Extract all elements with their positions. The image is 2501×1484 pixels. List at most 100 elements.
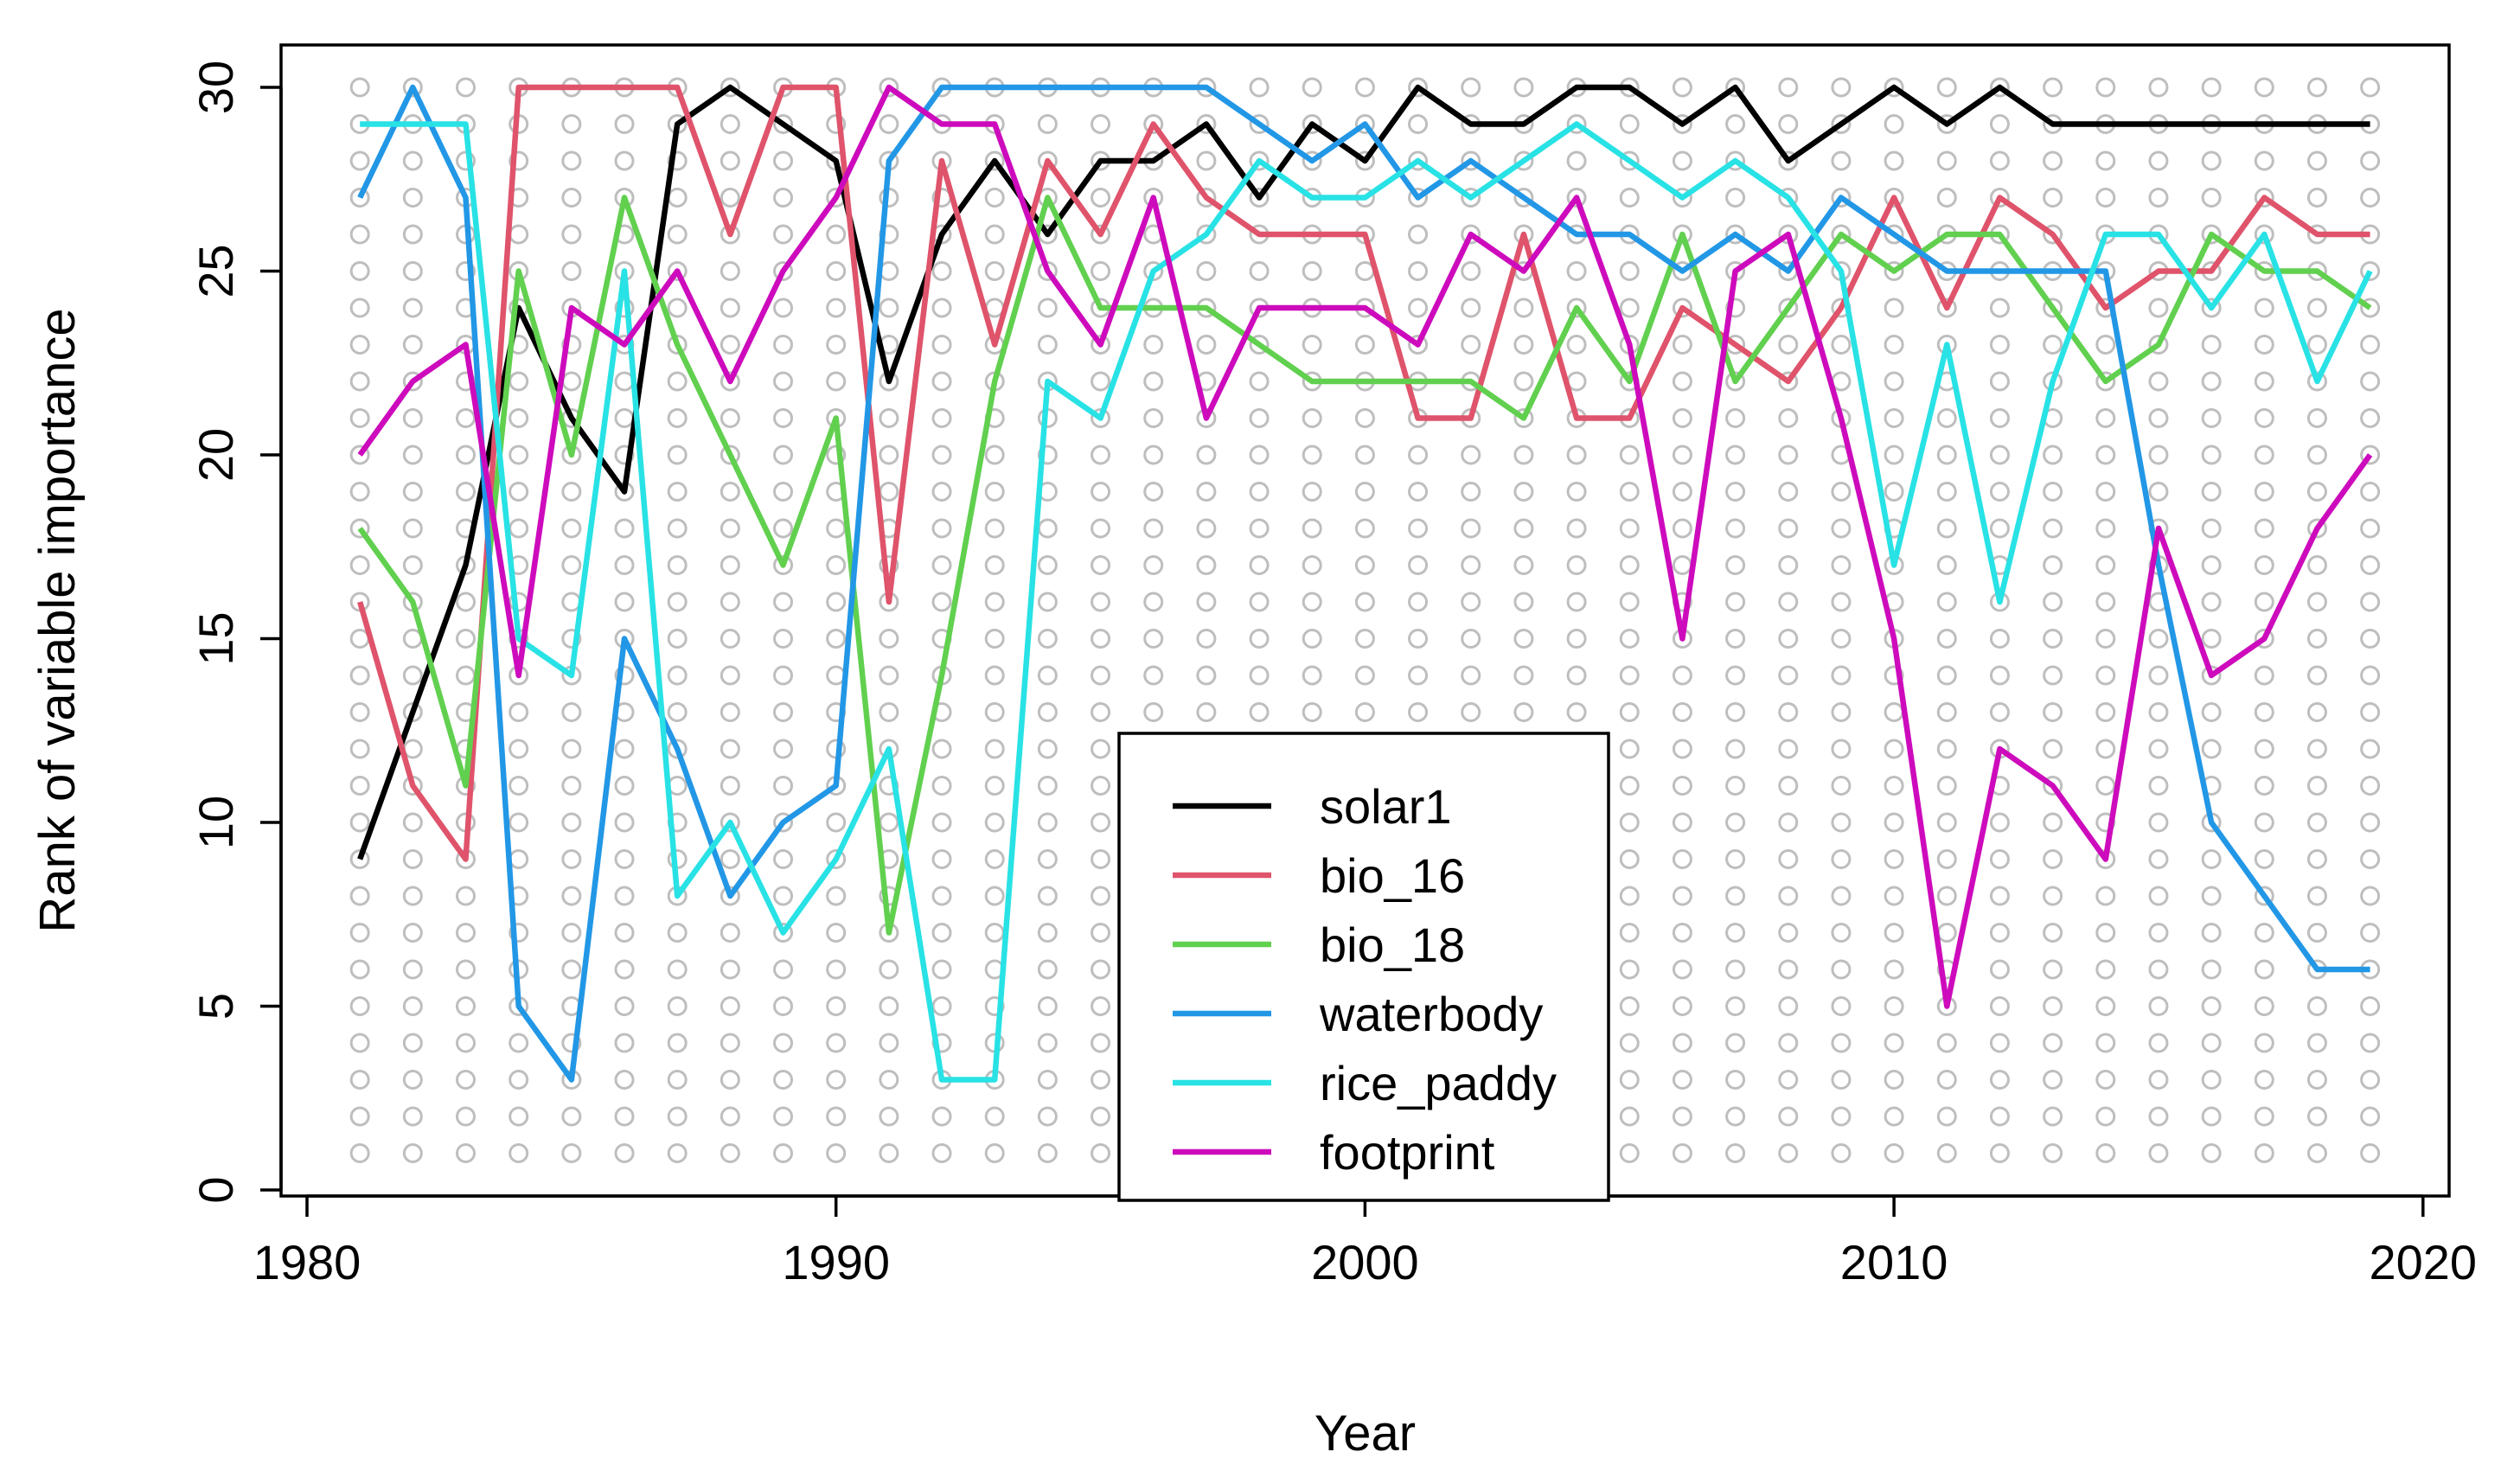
background-point <box>826 445 847 465</box>
background-point <box>2360 297 2381 318</box>
background-point <box>667 445 688 465</box>
background-point <box>1831 1070 1852 1090</box>
x-axis-title: Year <box>1314 1405 1416 1462</box>
background-point <box>1778 886 1799 906</box>
background-point <box>402 77 423 98</box>
background-point <box>561 739 582 759</box>
background-point <box>349 1033 370 1053</box>
background-point <box>561 518 582 539</box>
background-point <box>879 665 899 686</box>
background-point <box>1831 776 1852 796</box>
background-point <box>1725 812 1746 833</box>
background-point <box>773 555 794 575</box>
background-point <box>509 1033 529 1053</box>
background-point <box>1831 996 1852 1016</box>
background-point <box>509 923 529 943</box>
background-point <box>2360 1033 2381 1053</box>
background-point <box>2254 923 2274 943</box>
background-point <box>2254 408 2274 428</box>
background-point <box>879 445 899 465</box>
background-point <box>1037 335 1058 355</box>
background-point <box>1989 482 2010 502</box>
background-point <box>1831 849 1852 869</box>
background-point <box>2201 1143 2222 1163</box>
x-tick-label: 1990 <box>782 1235 890 1289</box>
background-point <box>1566 665 1587 686</box>
background-point <box>349 518 370 539</box>
background-point <box>614 114 635 134</box>
background-point <box>826 849 847 869</box>
background-point <box>614 1033 635 1053</box>
background-point <box>1091 702 1111 722</box>
background-point <box>720 224 740 245</box>
background-point <box>667 555 688 575</box>
background-point <box>984 702 1005 722</box>
background-point <box>2254 886 2274 906</box>
background-point <box>349 1143 370 1163</box>
background-point <box>1619 996 1640 1016</box>
background-point <box>2360 445 2381 465</box>
background-point <box>1143 445 1164 465</box>
background-point <box>1461 555 1481 575</box>
background-point <box>1989 114 2010 134</box>
background-point <box>1619 923 1640 943</box>
background-point <box>773 518 794 539</box>
background-point <box>1037 592 1058 612</box>
background-point <box>826 335 847 355</box>
background-point <box>2254 592 2274 612</box>
background-point <box>2201 408 2222 428</box>
background-point <box>984 261 1005 281</box>
background-point <box>2148 188 2169 208</box>
background-point <box>2148 1070 2169 1090</box>
background-point <box>773 297 794 318</box>
background-point <box>826 959 847 980</box>
background-point <box>2201 923 2222 943</box>
background-point <box>1672 739 1692 759</box>
background-point <box>1091 1143 1111 1163</box>
background-point <box>1619 629 1640 649</box>
background-point <box>1619 849 1640 869</box>
background-point <box>2254 776 2274 796</box>
background-point <box>2306 1033 2327 1053</box>
background-point <box>931 518 952 539</box>
background-point <box>1936 739 1957 759</box>
background-point <box>1196 445 1217 465</box>
background-point <box>1461 592 1481 612</box>
background-point <box>2095 739 2116 759</box>
legend-label-solar1: solar1 <box>1320 779 1452 834</box>
background-point <box>1936 592 1957 612</box>
background-point <box>1884 739 1904 759</box>
background-point <box>1461 297 1481 318</box>
background-point <box>984 1143 1005 1163</box>
background-point <box>1725 923 1746 943</box>
background-point <box>1619 445 1640 465</box>
background-point <box>509 776 529 796</box>
background-point <box>720 959 740 980</box>
background-point <box>667 959 688 980</box>
background-point <box>1302 77 1322 98</box>
background-point <box>2201 445 2222 465</box>
background-point <box>2254 335 2274 355</box>
background-point <box>667 592 688 612</box>
background-point <box>1831 1033 1852 1053</box>
background-point <box>879 114 899 134</box>
background-point <box>667 371 688 392</box>
background-point <box>2095 629 2116 649</box>
background-point <box>1884 1106 1904 1127</box>
background-point <box>1778 114 1799 134</box>
background-point <box>1884 1143 1904 1163</box>
background-point <box>349 77 370 98</box>
background-point <box>1302 665 1322 686</box>
background-point <box>1091 665 1111 686</box>
background-point <box>1513 408 1534 428</box>
background-point <box>2095 592 2116 612</box>
background-point <box>2148 739 2169 759</box>
background-point <box>2148 371 2169 392</box>
background-point <box>1354 150 1375 171</box>
background-point <box>1672 261 1692 281</box>
background-point <box>1831 114 1852 134</box>
background-point <box>931 297 952 318</box>
background-point <box>2254 665 2274 686</box>
background-point <box>1091 114 1111 134</box>
background-point <box>720 518 740 539</box>
